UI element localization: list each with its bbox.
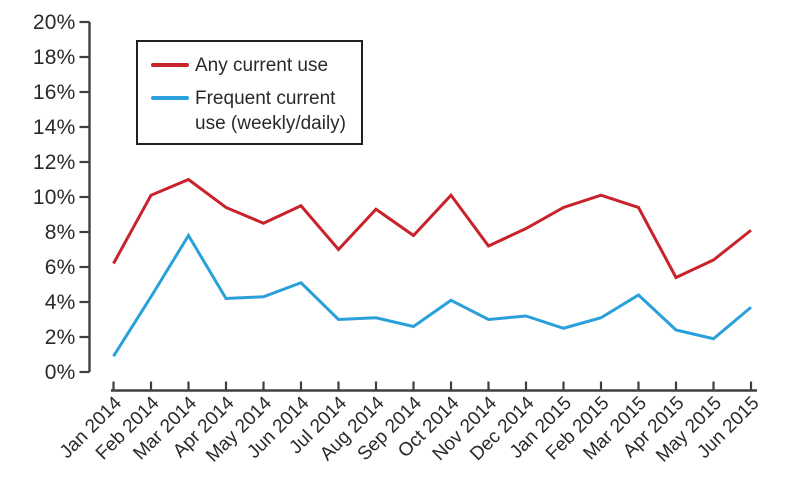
legend-label-frequent-current-use: Frequent current use (weekly/daily)	[195, 88, 346, 134]
y-tick-label: 10%	[33, 186, 76, 209]
y-tick-label: 0%	[45, 361, 76, 384]
y-tick-label: 12%	[33, 151, 76, 174]
y-tick-label: 6%	[45, 256, 76, 279]
y-tick-label: 16%	[33, 81, 76, 104]
y-tick-label: 2%	[45, 326, 76, 349]
y-tick-label: 4%	[45, 291, 76, 314]
y-tick-label: 14%	[33, 116, 76, 139]
legend-swatch-any-current-use	[151, 63, 189, 67]
y-tick-label: 18%	[33, 46, 76, 69]
y-axis: 0% 2% 4% 6% 8% 10% 12% 14% 16% 18% 20%	[33, 11, 91, 384]
legend-swatch-frequent-current-use	[151, 96, 189, 100]
chart-legend: Any current use Frequent current use (we…	[136, 40, 363, 145]
series-line-any-current-use	[112, 177, 752, 280]
y-tick-label: 20%	[33, 11, 76, 34]
series-line-frequent-current-use-weekly-daily	[112, 232, 752, 358]
y-tick-label: 8%	[45, 221, 76, 244]
legend-label-any-current-use: Any current use	[195, 55, 329, 76]
